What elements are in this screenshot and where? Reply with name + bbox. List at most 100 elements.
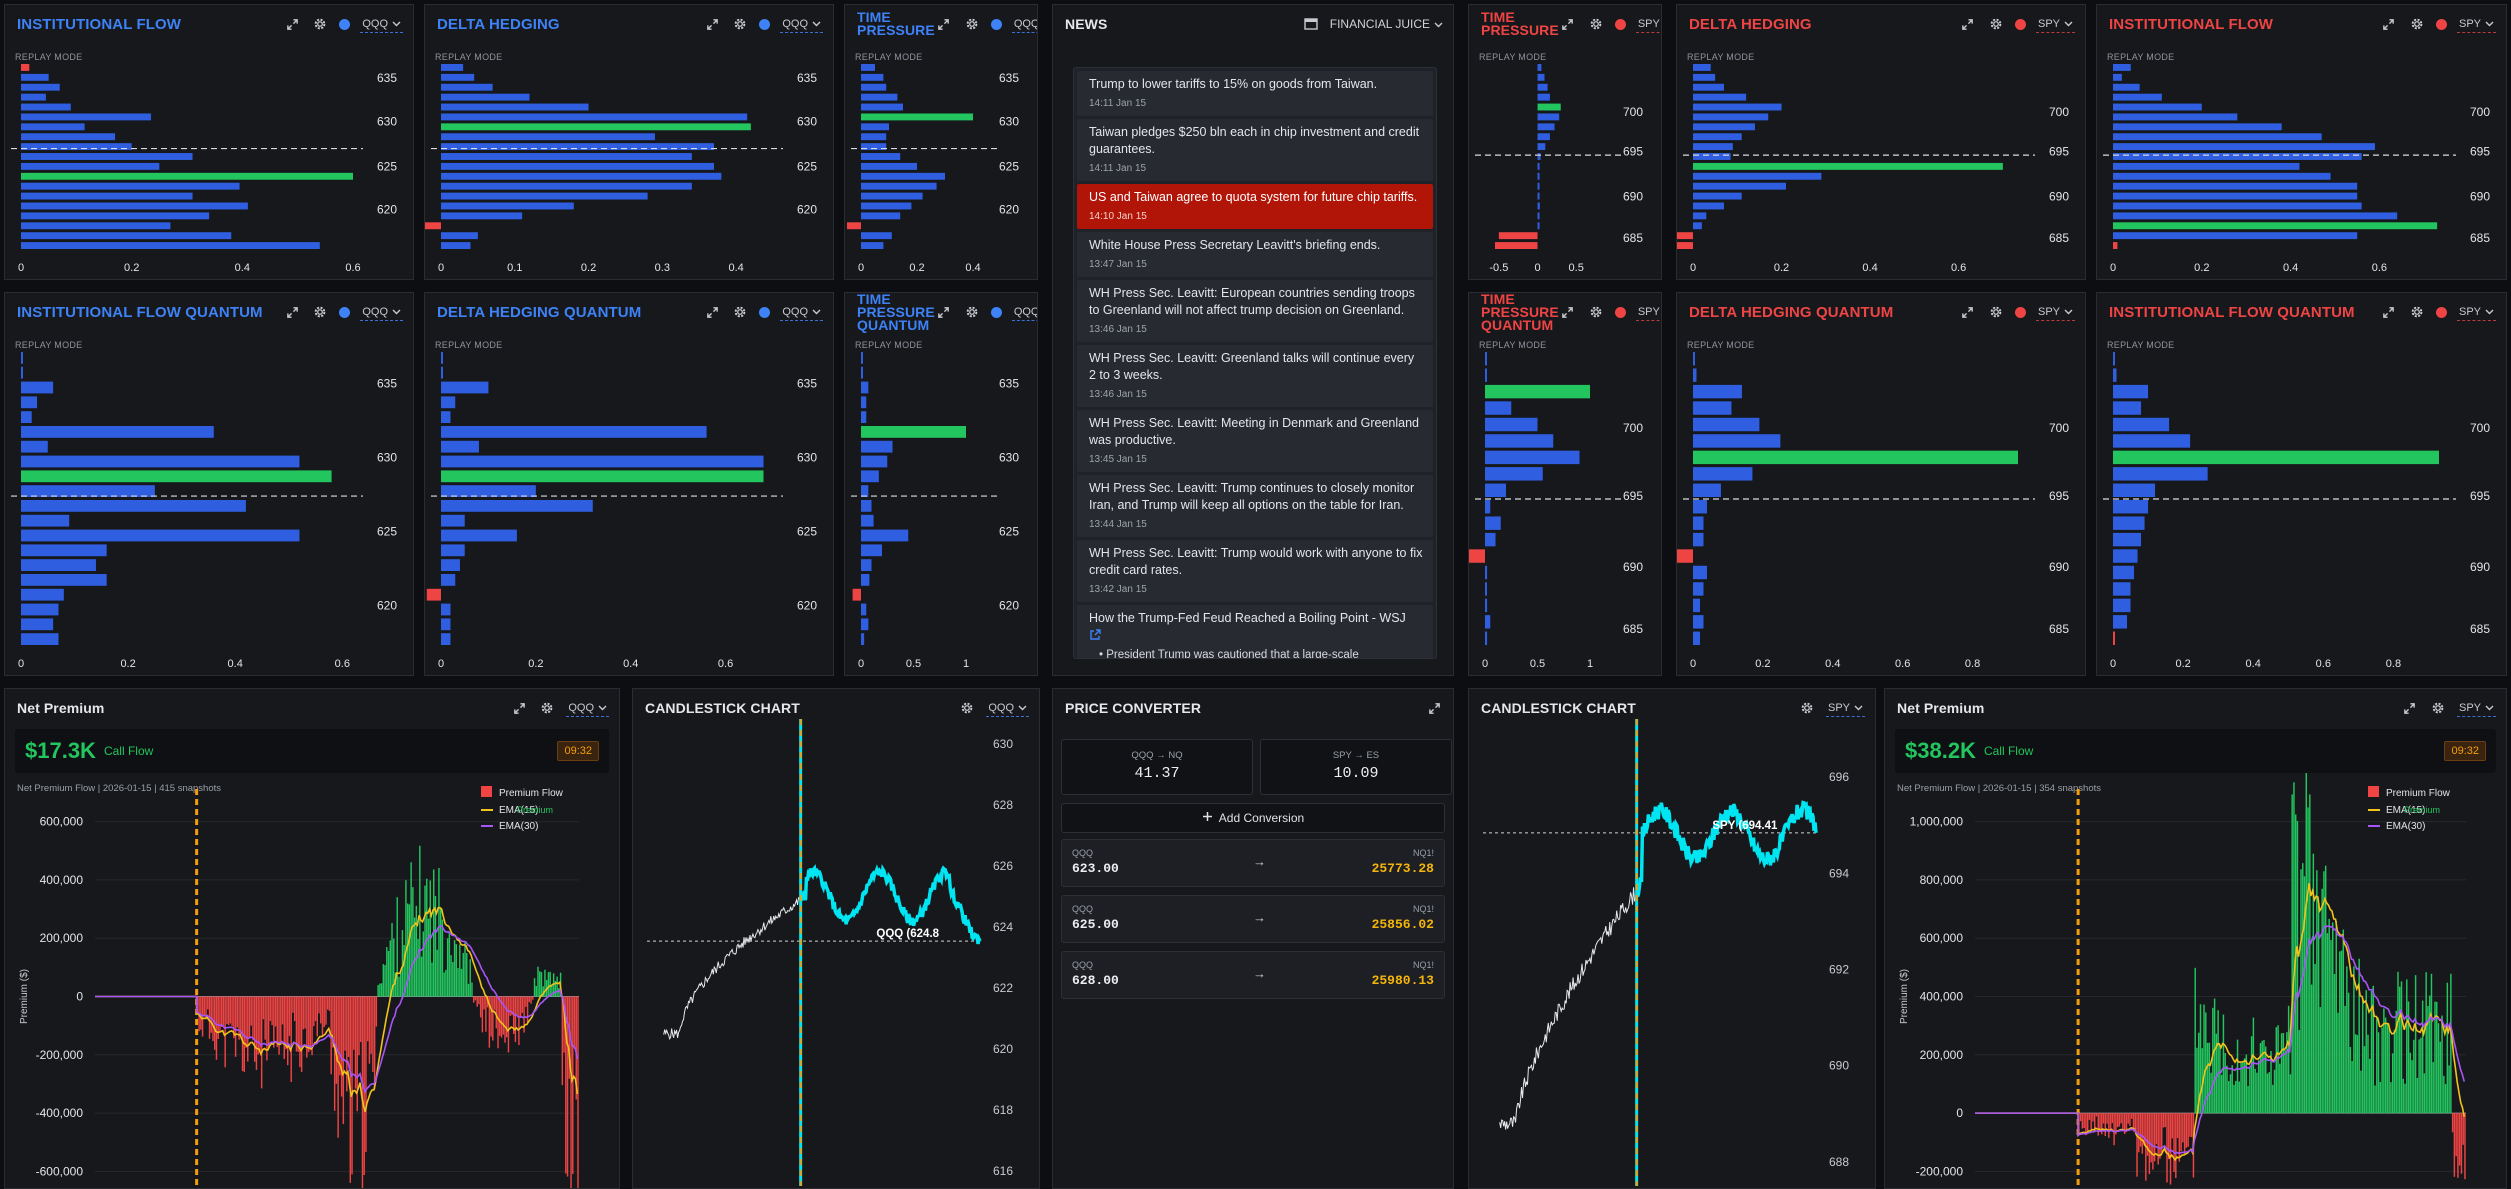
news-item[interactable]: White House Press Secretary Leavitt's br… xyxy=(1077,232,1433,277)
expand-icon[interactable] xyxy=(2380,303,2398,321)
news-item[interactable]: Taiwan pledges $250 bln each in chip inv… xyxy=(1077,119,1433,181)
conversion-ratio-card[interactable]: SPY → ES 10.09 xyxy=(1260,739,1452,795)
flow-bar xyxy=(861,143,887,151)
expand-icon[interactable] xyxy=(935,15,953,33)
flow-bar xyxy=(1537,222,1540,230)
expand-icon[interactable] xyxy=(1425,699,1443,717)
ticker-select[interactable]: QQQ xyxy=(1011,304,1037,321)
x-tick-label: 0.6 xyxy=(2372,262,2387,274)
ticker-select[interactable]: QQQ xyxy=(1011,16,1037,33)
conversion-row[interactable]: QQQ 623.00 → NQ1! 25773.28 xyxy=(1061,839,1445,887)
news-item[interactable]: WH Press Sec. Leavitt: Meeting in Denmar… xyxy=(1077,410,1433,472)
news-item[interactable]: Trump to lower tariffs to 15% on goods f… xyxy=(1077,71,1433,116)
status-dot-icon xyxy=(2014,18,2026,30)
premium-bar xyxy=(236,996,239,1028)
expand-icon[interactable] xyxy=(2401,699,2419,717)
news-item[interactable]: How the Trump-Fed Feud Reached a Boiling… xyxy=(1077,605,1433,658)
settings-gear-icon[interactable] xyxy=(958,699,976,717)
settings-gear-icon[interactable] xyxy=(311,15,329,33)
flow-bar xyxy=(1693,123,1755,131)
premium-bar xyxy=(2102,1113,2105,1124)
settings-gear-icon[interactable] xyxy=(963,15,981,33)
expand-icon[interactable] xyxy=(935,303,953,321)
strike-label: 630 xyxy=(377,114,397,128)
add-conversion-button[interactable]: Add Conversion xyxy=(1061,803,1445,833)
premium-bar xyxy=(2129,1113,2131,1126)
ticker-select[interactable]: QQQ xyxy=(566,700,609,717)
news-item[interactable]: WH Press Sec. Leavitt: Greenland talks w… xyxy=(1077,345,1433,407)
expand-icon[interactable] xyxy=(703,303,721,321)
ticker-select[interactable]: QQQ xyxy=(780,304,823,321)
news-item[interactable]: WH Press Sec. Leavitt: Trump continues t… xyxy=(1077,475,1433,537)
strike-label: 620 xyxy=(999,203,1019,217)
settings-gear-icon[interactable] xyxy=(538,699,556,717)
settings-gear-icon[interactable] xyxy=(731,303,749,321)
settings-gear-icon[interactable] xyxy=(1987,15,2005,33)
expand-icon[interactable] xyxy=(2380,15,2398,33)
external-link-icon[interactable] xyxy=(1089,629,1424,643)
to-value: 25980.13 xyxy=(1371,973,1434,988)
settings-gear-icon[interactable] xyxy=(2429,699,2447,717)
flow-bar xyxy=(2113,133,2322,141)
premium-bar xyxy=(2108,1113,2110,1138)
premium-bar xyxy=(2111,1113,2114,1124)
news-item[interactable]: US and Taiwan agree to quota system for … xyxy=(1077,184,1433,229)
ticker-select[interactable]: SPY xyxy=(2456,304,2496,321)
ticker-select[interactable]: SPY xyxy=(2456,700,2496,717)
premium-bar xyxy=(2138,1113,2140,1153)
expand-icon[interactable] xyxy=(283,303,301,321)
expand-icon[interactable] xyxy=(1559,303,1577,321)
news-item[interactable]: WH Press Sec. Leavitt: European countrie… xyxy=(1077,280,1433,342)
ticker-select[interactable]: QQQ xyxy=(360,304,403,321)
settings-gear-icon[interactable] xyxy=(1587,303,1605,321)
ticker-select[interactable]: QQQ xyxy=(986,700,1029,717)
premium-bar xyxy=(2238,1081,2241,1114)
conversion-ratio-card[interactable]: QQQ → NQ 41.37 xyxy=(1061,739,1253,795)
strike-label: 690 xyxy=(2049,560,2069,574)
flow-bar xyxy=(21,381,54,394)
ticker-select[interactable]: SPY xyxy=(2035,16,2075,33)
expand-icon[interactable] xyxy=(510,699,528,717)
conversion-from: QQQ 628.00 xyxy=(1072,960,1119,988)
settings-gear-icon[interactable] xyxy=(311,303,329,321)
settings-gear-icon[interactable] xyxy=(1587,15,1605,33)
ticker-select[interactable]: QQQ xyxy=(360,16,403,33)
ticker-select[interactable]: SPY xyxy=(1635,16,1661,33)
settings-gear-icon[interactable] xyxy=(2408,15,2426,33)
premium-bar xyxy=(434,895,437,997)
flow-bar xyxy=(21,93,46,101)
flow-bar xyxy=(1485,615,1491,629)
settings-gear-icon[interactable] xyxy=(963,303,981,321)
premium-bar xyxy=(2450,973,2452,1114)
settings-gear-icon[interactable] xyxy=(2408,303,2426,321)
flow-bar xyxy=(1693,434,1781,448)
legend-ema15: EMA(15) xyxy=(499,805,538,816)
expand-icon[interactable] xyxy=(1959,15,1977,33)
settings-gear-icon[interactable] xyxy=(1987,303,2005,321)
expand-icon[interactable] xyxy=(1959,303,1977,321)
y-tick-label: 1,000,000 xyxy=(1910,815,1964,829)
conversion-row[interactable]: QQQ 628.00 → NQ1! 25980.13 xyxy=(1061,951,1445,999)
ticker-select[interactable]: SPY xyxy=(2035,304,2075,321)
ticker-select[interactable]: QQQ xyxy=(780,16,823,33)
conversion-row[interactable]: QQQ 625.00 → NQ1! 25856.02 xyxy=(1061,895,1445,943)
news-source-select[interactable]: FINANCIAL JUICE xyxy=(1330,17,1443,31)
flow-bar xyxy=(1485,450,1580,465)
panel-controls: QQQ xyxy=(935,303,1037,321)
settings-gear-icon[interactable] xyxy=(731,15,749,33)
settings-gear-icon[interactable] xyxy=(1798,699,1816,717)
expand-icon[interactable] xyxy=(283,15,301,33)
premium-bar xyxy=(2275,1027,2278,1114)
flow-bar xyxy=(21,123,85,131)
news-item[interactable]: WH Press Sec. Leavitt: Trump would work … xyxy=(1077,540,1433,602)
premium-bar xyxy=(2219,1044,2221,1114)
ticker-select[interactable]: SPY xyxy=(1825,700,1865,717)
flow-bar xyxy=(441,366,443,379)
premium-bar xyxy=(2298,1030,2300,1114)
expand-icon[interactable] xyxy=(1559,15,1577,33)
premium-bar xyxy=(2132,1113,2135,1132)
expand-icon[interactable] xyxy=(703,15,721,33)
window-icon[interactable] xyxy=(1302,15,1320,33)
ticker-select[interactable]: SPY xyxy=(2456,16,2496,33)
ticker-select[interactable]: SPY xyxy=(1635,304,1661,321)
